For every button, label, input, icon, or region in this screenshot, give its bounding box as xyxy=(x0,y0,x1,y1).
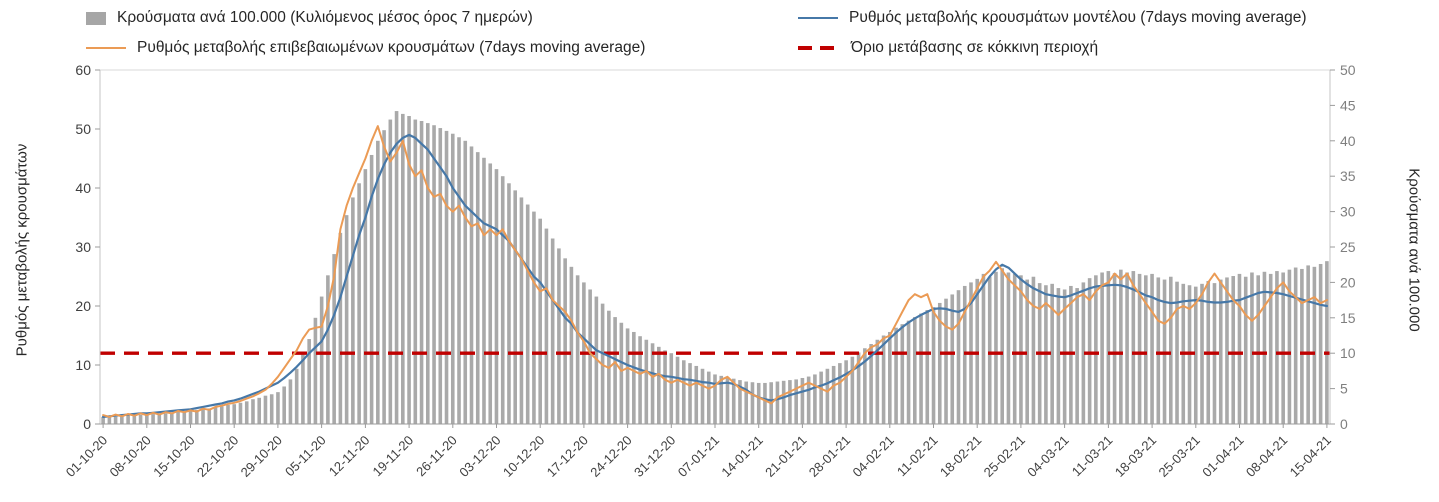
orange-line-swatch-icon xyxy=(86,46,126,50)
svg-text:15: 15 xyxy=(1340,310,1356,326)
svg-text:35: 35 xyxy=(1340,168,1356,184)
svg-text:04-02-21: 04-02-21 xyxy=(850,433,897,480)
svg-text:21-01-21: 21-01-21 xyxy=(762,433,809,480)
legend-label-model-rate: Ρυθμός μεταβολής κρουσμάτων μοντέλου (7d… xyxy=(849,9,1307,26)
svg-text:31-12-20: 31-12-20 xyxy=(631,433,678,480)
red-dashed-swatch-icon xyxy=(798,46,840,50)
svg-text:17-12-20: 17-12-20 xyxy=(544,433,591,480)
svg-text:10: 10 xyxy=(1340,345,1356,361)
svg-text:25: 25 xyxy=(1340,239,1356,255)
svg-text:20: 20 xyxy=(1340,274,1356,290)
svg-text:30: 30 xyxy=(1340,204,1356,220)
svg-text:18-03-21: 18-03-21 xyxy=(1112,433,1159,480)
svg-text:24-12-20: 24-12-20 xyxy=(587,433,634,480)
svg-text:18-02-21: 18-02-21 xyxy=(937,433,984,480)
legend-item-cases-bars: Κρούσματα ανά 100.000 (Κυλιόμενος μέσος … xyxy=(86,8,798,28)
svg-text:0: 0 xyxy=(83,416,91,432)
svg-text:04-03-21: 04-03-21 xyxy=(1024,433,1071,480)
svg-text:50: 50 xyxy=(75,121,91,137)
svg-text:30: 30 xyxy=(75,239,91,255)
svg-text:19-11-20: 19-11-20 xyxy=(369,433,416,480)
legend-item-red-threshold: Όριο μετάβασης σε κόκκινη περιοχή xyxy=(798,38,1307,58)
svg-text:01-10-20: 01-10-20 xyxy=(63,433,110,480)
svg-text:08-04-21: 08-04-21 xyxy=(1243,433,1290,480)
model-rate-line xyxy=(101,133,1329,418)
right-axis-ticks: 0 5 10 15 20 25 30 35 40 45 50 xyxy=(1330,62,1356,432)
legend: Κρούσματα ανά 100.000 (Κυλιόμενος μέσος … xyxy=(86,8,1307,58)
legend-label-cases-bars: Κρούσματα ανά 100.000 (Κυλιόμενος μέσος … xyxy=(117,9,533,26)
left-axis-ticks: 0 10 20 30 40 50 60 xyxy=(75,62,100,432)
svg-text:20: 20 xyxy=(75,298,91,314)
svg-text:01-04-21: 01-04-21 xyxy=(1199,433,1246,480)
chart-canvas: 0 10 20 30 40 50 60 0 5 10 15 20 25 30 35 40 45 50 01-10-2… xyxy=(63,62,1356,480)
svg-text:11-03-21: 11-03-21 xyxy=(1069,433,1116,480)
svg-text:10: 10 xyxy=(75,357,91,373)
svg-text:10-12-20: 10-12-20 xyxy=(500,433,547,480)
legend-label-red-threshold: Όριο μετάβασης σε κόκκινη περιοχή xyxy=(851,39,1099,56)
svg-text:45: 45 xyxy=(1340,97,1356,113)
svg-text:08-10-20: 08-10-20 xyxy=(107,433,154,480)
svg-text:15-04-21: 15-04-21 xyxy=(1287,433,1334,480)
legend-label-confirmed-rate: Ρυθμός μεταβολής επιβεβαιωμένων κρουσμάτ… xyxy=(137,39,646,56)
legend-item-confirmed-rate: Ρυθμός μεταβολής επιβεβαιωμένων κρουσμάτ… xyxy=(86,38,798,58)
svg-text:15-10-20: 15-10-20 xyxy=(150,433,197,480)
svg-text:0: 0 xyxy=(1340,416,1348,432)
svg-text:11-02-21: 11-02-21 xyxy=(894,433,941,480)
svg-text:50: 50 xyxy=(1340,62,1356,78)
svg-text:60: 60 xyxy=(75,62,91,78)
x-axis-ticks: 01-10-2008-10-2015-10-2022-10-2029-10-20… xyxy=(63,424,1334,480)
svg-text:05-11-20: 05-11-20 xyxy=(282,433,329,480)
svg-text:22-10-20: 22-10-20 xyxy=(194,433,241,480)
legend-item-model-rate: Ρυθμός μεταβολής κρουσμάτων μοντέλου (7d… xyxy=(798,8,1307,28)
svg-text:07-01-21: 07-01-21 xyxy=(675,433,722,480)
confirmed-rate-line xyxy=(102,125,1328,418)
svg-text:12-11-20: 12-11-20 xyxy=(326,433,373,480)
svg-text:40: 40 xyxy=(75,180,91,196)
svg-text:03-12-20: 03-12-20 xyxy=(456,433,503,480)
blue-line-swatch-icon xyxy=(798,16,838,20)
svg-text:25-02-21: 25-02-21 xyxy=(981,433,1028,480)
bar-swatch-icon xyxy=(86,11,106,25)
svg-text:5: 5 xyxy=(1340,381,1348,397)
svg-text:26-11-20: 26-11-20 xyxy=(413,433,460,480)
svg-text:40: 40 xyxy=(1340,133,1356,149)
svg-text:28-01-21: 28-01-21 xyxy=(806,433,853,480)
svg-text:29-10-20: 29-10-20 xyxy=(238,433,285,480)
svg-text:25-03-21: 25-03-21 xyxy=(1156,433,1203,480)
svg-text:14-01-21: 14-01-21 xyxy=(718,433,765,480)
